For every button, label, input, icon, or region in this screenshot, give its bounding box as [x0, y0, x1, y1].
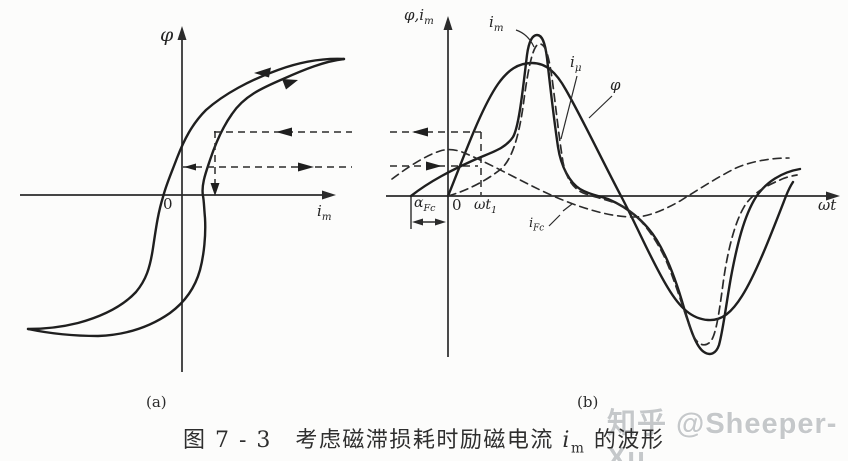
- panel-a-y-arrow-icon: [177, 26, 187, 40]
- alpha-fc-left-arrow-icon: [412, 218, 423, 226]
- loop-right-arrow-icon: [282, 79, 298, 90]
- hysteresis-loop: [26, 57, 346, 338]
- dashed-vertical-down-arrow-icon: [210, 183, 220, 196]
- loop-descending-branch: [26, 57, 346, 331]
- subplot-label-a: (a): [146, 393, 167, 411]
- loop-ascending-branch: [26, 57, 346, 338]
- leader-i-mu: [560, 75, 578, 140]
- panel-a-dash-arrows: [184, 127, 314, 196]
- panel-b-curves: [391, 33, 802, 356]
- panel-a-origin-label: 0: [163, 195, 173, 213]
- figure-caption: 图 7 - 3 考虑磁滞损耗时励磁电流 im 的波形: [183, 428, 665, 457]
- leader-lines: [515, 29, 613, 227]
- subplot-label-b: (b): [577, 393, 599, 411]
- panel-a-x-arrow-icon: [322, 190, 336, 200]
- panel-b-y-arrow-icon: [443, 16, 453, 30]
- dashed-lower-small-arrow-icon: [184, 163, 196, 171]
- dashed-upper-left-arrow-icon: [276, 127, 292, 137]
- curve-label-i-fc: iFc: [529, 216, 545, 234]
- leader-i-fc: [548, 203, 573, 227]
- panel-a-axes: [20, 33, 328, 372]
- panel-a-construction-lines: [183, 131, 352, 190]
- panel-a-x-axis-label: im: [317, 202, 332, 223]
- curve-label-phi: φ: [610, 76, 621, 94]
- panel-b-dash-arrows: [412, 127, 442, 171]
- curve-label-i-m: im: [489, 13, 504, 34]
- panel-b-x-axis-label: ωt: [818, 196, 837, 214]
- curve-label-i-mu: iμ: [570, 53, 582, 74]
- dashed-lower-right-arrow-icon: [298, 162, 314, 172]
- loop-direction-arrows: [254, 67, 298, 90]
- panel-b-origin-label: 0: [452, 196, 462, 214]
- dashed-upper-b-left-arrow-icon: [412, 127, 428, 137]
- watermark: 知乎 @Sheeper-Xu: [607, 408, 838, 461]
- leader-i-m: [515, 29, 535, 48]
- curve-phi: [446, 61, 795, 322]
- panel-b-axes: [386, 24, 832, 357]
- panel-b-x-arrow-icon: [826, 191, 840, 201]
- alpha-fc-right-arrow-icon: [435, 218, 446, 226]
- dashed-lower-b-right-arrow-icon: [426, 161, 442, 171]
- curve-i-fc: [391, 148, 790, 218]
- alpha-fc-label: αFc: [414, 195, 436, 214]
- panel-a-axis-arrows: [177, 26, 336, 200]
- curve-i-m: [409, 33, 802, 356]
- panel-b-y-axis-label: φ,im: [404, 6, 434, 27]
- leader-phi: [588, 95, 613, 119]
- curve-i-mu: [447, 43, 798, 346]
- omega-t1-label: ωt1: [474, 197, 498, 216]
- panel-b-axis-arrows: [412, 16, 840, 226]
- loop-left-arrow-icon: [254, 67, 271, 78]
- panel-a-y-axis-label: φ: [160, 24, 174, 46]
